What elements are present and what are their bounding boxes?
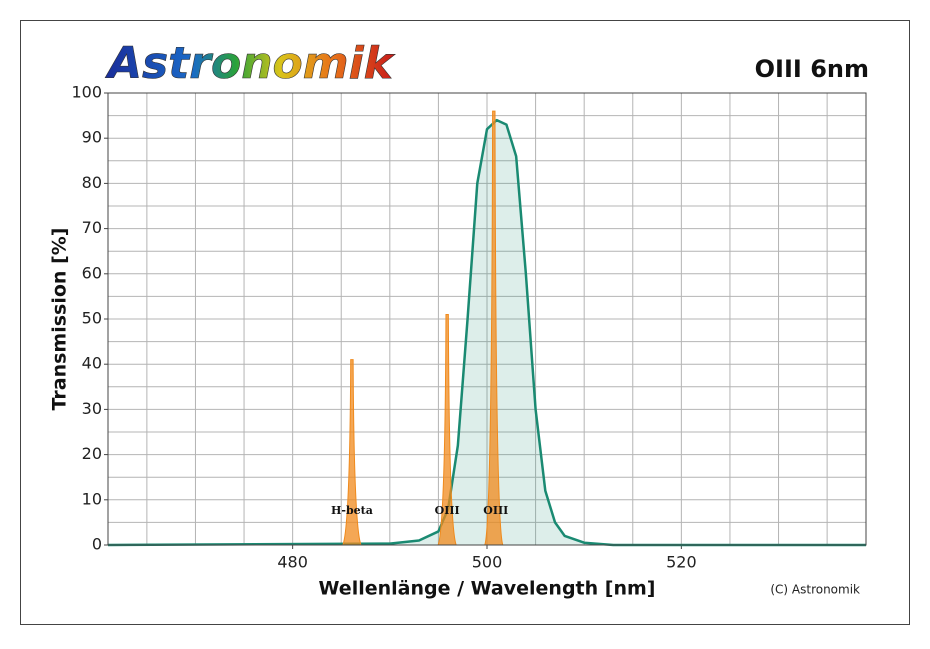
emission-line bbox=[342, 359, 362, 546]
y-tick-label: 90 bbox=[82, 128, 102, 147]
copyright: (C) Astronomik bbox=[770, 583, 860, 597]
emission-label: OIII bbox=[483, 504, 508, 517]
x-tick-label: 480 bbox=[277, 553, 308, 572]
y-tick-label: 70 bbox=[82, 218, 102, 237]
y-tick-label: 100 bbox=[71, 83, 102, 102]
filter-curve bbox=[107, 118, 866, 547]
y-tick-label: 40 bbox=[82, 354, 102, 373]
y-axis-label: Transmission [%] bbox=[49, 228, 71, 411]
x-axis-label: Wellenlänge / Wavelength [nm] bbox=[319, 578, 656, 600]
y-tick-label: 20 bbox=[82, 444, 102, 463]
chart-title: OIII 6nm bbox=[755, 55, 869, 83]
y-tick-label: 10 bbox=[82, 489, 102, 508]
x-tick-label: 500 bbox=[472, 553, 503, 572]
logo: Astronomik bbox=[105, 38, 396, 89]
emission-line bbox=[437, 313, 457, 546]
y-tick-label: 60 bbox=[82, 263, 102, 282]
y-tick-label: 30 bbox=[82, 399, 102, 418]
y-tick-label: 0 bbox=[92, 535, 102, 554]
y-tick-label: 80 bbox=[82, 173, 102, 192]
y-tick-label: 50 bbox=[82, 309, 102, 328]
plot-border bbox=[107, 92, 867, 546]
filter-area bbox=[108, 120, 866, 546]
x-tick-label: 520 bbox=[666, 553, 697, 572]
emission-label: H-beta bbox=[331, 504, 373, 517]
emission-line bbox=[484, 110, 504, 546]
emission-label: OIII bbox=[435, 504, 460, 517]
